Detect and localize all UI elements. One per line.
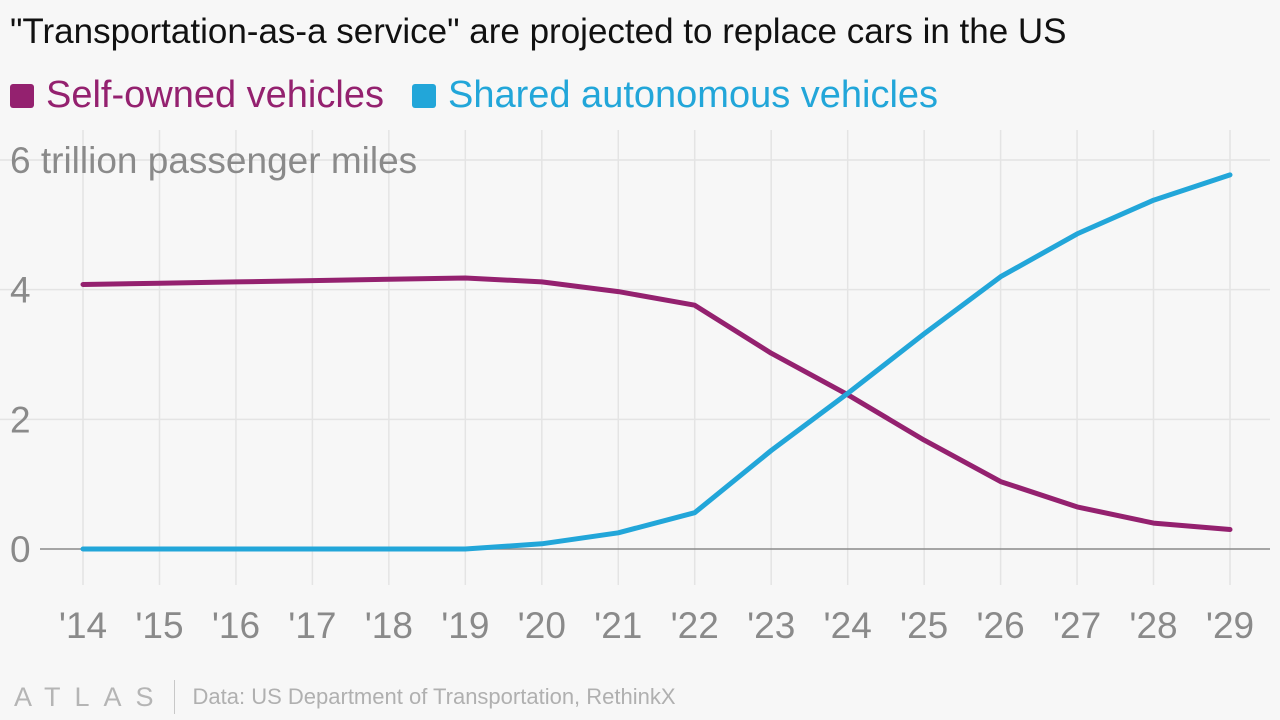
x-tick-label: '21 (594, 605, 642, 646)
x-tick-label: '28 (1129, 605, 1177, 646)
x-tick-label: '17 (288, 605, 336, 646)
legend-label-shared-autonomous: Shared autonomous vehicles (447, 74, 939, 116)
y-axis-label: 6 trillion passenger miles (10, 140, 417, 181)
x-tick-label: '29 (1206, 605, 1254, 646)
x-tick-label: '20 (518, 605, 566, 646)
x-tick-label: '19 (441, 605, 489, 646)
x-tick-label: '25 (900, 605, 948, 646)
legend: Self-owned vehicles Shared autonomous ve… (10, 74, 966, 117)
legend-swatch-shared-autonomous (411, 83, 436, 108)
source-note: Data: US Department of Transportation, R… (192, 684, 676, 709)
x-tick-label: '22 (671, 605, 719, 646)
y-tick-label: 0 (10, 529, 31, 570)
x-tick-label: '15 (135, 605, 183, 646)
legend-label-self-owned: Self-owned vehicles (46, 74, 384, 116)
chart-title: "Transportation-as-a service" are projec… (10, 12, 1067, 51)
legend-item-shared-autonomous: Shared autonomous vehicles (411, 74, 939, 117)
y-tick-label: 2 (10, 399, 31, 440)
legend-swatch-self-owned (10, 83, 34, 108)
x-tick-label: '27 (1053, 605, 1101, 646)
footer-divider (173, 680, 175, 714)
x-tick-label: '26 (976, 605, 1024, 646)
x-tick-label: '24 (824, 605, 872, 646)
series-line-1 (80, 172, 1233, 552)
x-tick-label: '14 (59, 605, 107, 646)
footer: ATLAS Data: US Department of Transportat… (14, 680, 676, 714)
x-tick-label: '16 (212, 605, 260, 646)
legend-item-self-owned: Self-owned vehicles (10, 74, 384, 117)
x-tick-label: '18 (365, 605, 413, 646)
y-tick-label: 4 (10, 270, 31, 311)
x-tick-label: '23 (747, 605, 795, 646)
atlas-logo: ATLAS (14, 681, 168, 712)
series-line-0 (80, 275, 1233, 532)
